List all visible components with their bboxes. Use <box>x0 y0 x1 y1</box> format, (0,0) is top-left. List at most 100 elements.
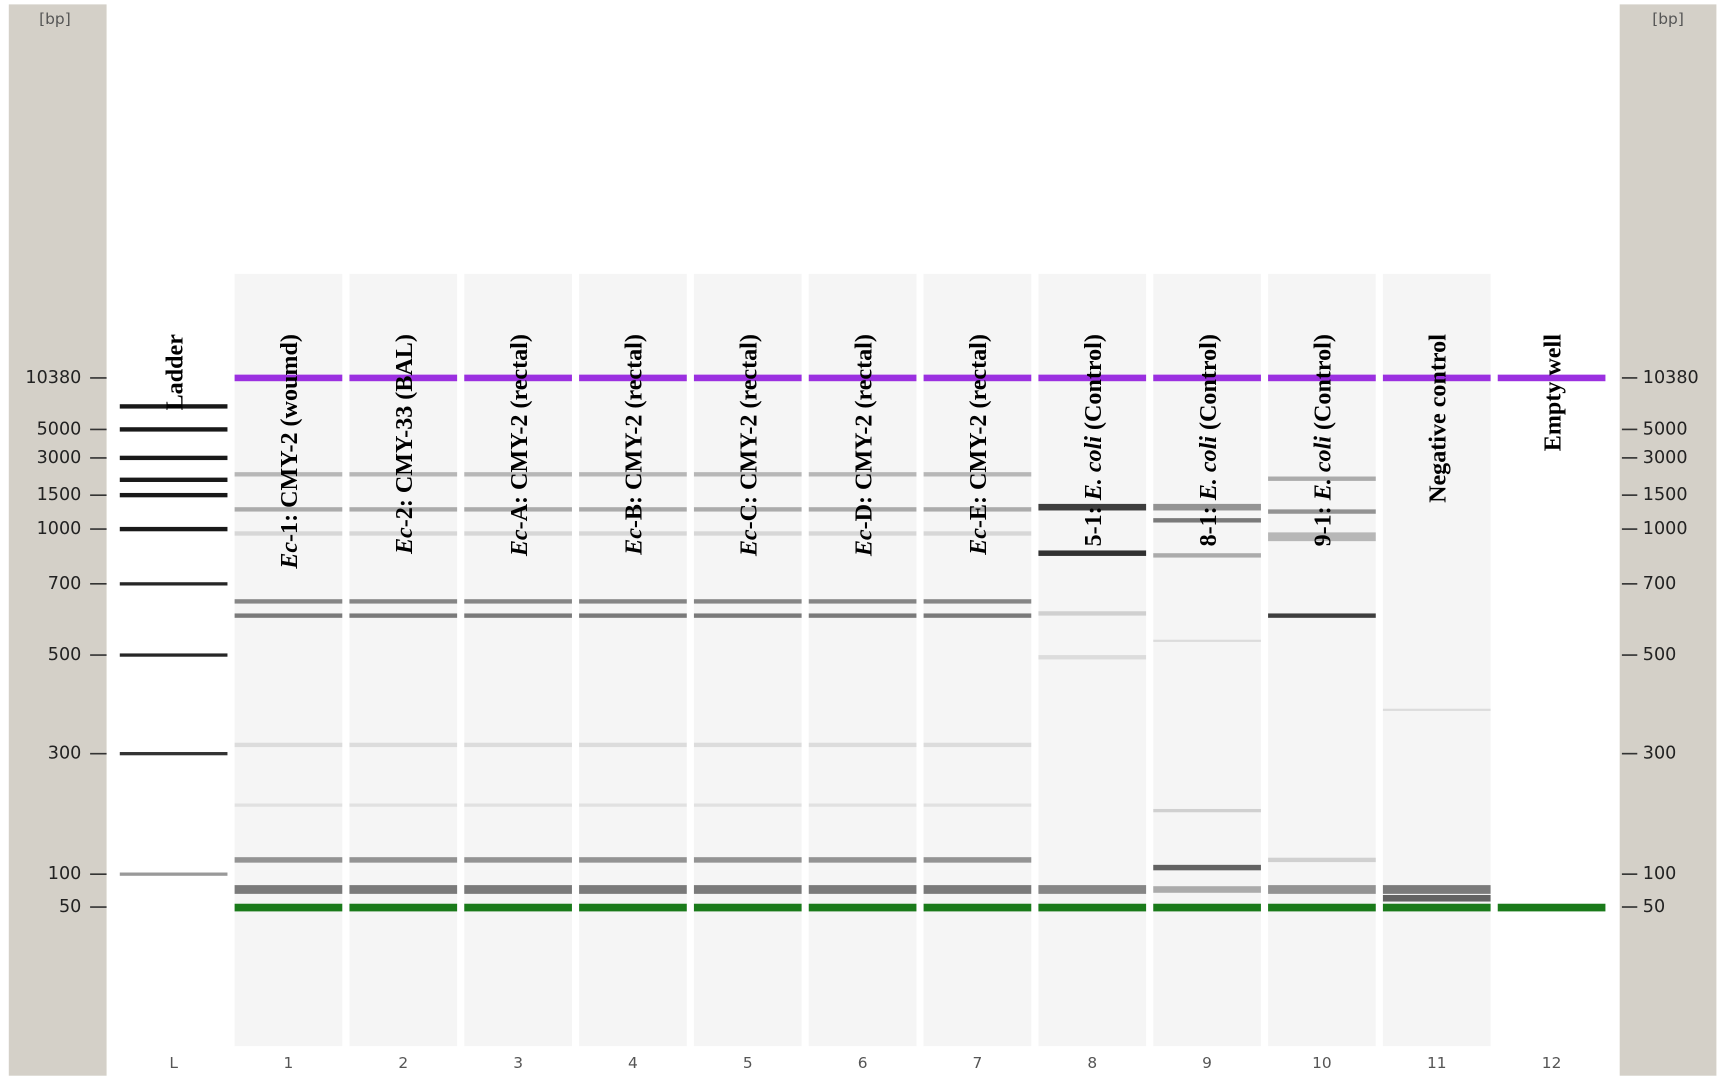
band <box>120 427 228 431</box>
tick-label: 3000 <box>1643 448 1688 468</box>
band <box>579 803 687 806</box>
band <box>809 743 917 747</box>
lower-marker-band <box>235 904 343 912</box>
band <box>1038 611 1146 615</box>
band <box>694 599 802 603</box>
band <box>809 803 917 806</box>
band <box>120 752 228 755</box>
tick-label: 500 <box>48 645 82 665</box>
lane-number: 12 <box>1542 1054 1562 1072</box>
lane-label-part: -E: CMY-2 (rectal) <box>965 334 992 528</box>
tick-label: 5000 <box>37 419 82 439</box>
lane-label-part: 8-1: <box>1195 500 1222 546</box>
lane-label-part: (Control) <box>1195 334 1222 436</box>
lane-label-part: -A: CMY-2 (rectal) <box>506 334 533 529</box>
band <box>120 478 228 482</box>
band <box>924 885 1032 894</box>
band <box>1038 655 1146 659</box>
lane-number: 3 <box>513 1054 523 1072</box>
lane-label: Ec-A: CMY-2 (rectal) <box>506 334 533 557</box>
lower-marker-band <box>579 904 687 912</box>
band <box>349 743 457 747</box>
band <box>464 857 572 862</box>
lane-number: 5 <box>743 1054 753 1072</box>
band <box>579 885 687 894</box>
lane-label-part: Ec <box>276 542 303 570</box>
band <box>349 885 457 894</box>
band <box>1383 709 1491 711</box>
tick-label: 500 <box>1643 645 1677 665</box>
lane-label-part: Ec <box>506 529 533 557</box>
tick-label: 1500 <box>1643 485 1688 505</box>
lane-number: 11 <box>1427 1054 1447 1072</box>
lane-label: Empty well <box>1539 334 1566 451</box>
band <box>809 599 917 603</box>
lower-marker-band <box>1153 904 1261 912</box>
band <box>924 743 1032 747</box>
lane-label: Ec-D: CMY-2 (rectal) <box>850 334 877 557</box>
lane-number: 8 <box>1087 1054 1097 1072</box>
band <box>579 857 687 862</box>
band <box>809 857 917 862</box>
lane-label: Negative control <box>1425 334 1452 503</box>
tick-label: 1000 <box>37 519 82 539</box>
band <box>1268 858 1376 862</box>
band <box>1153 640 1261 642</box>
band <box>349 599 457 603</box>
lane-label: 5-1: E. coli (Control) <box>1080 334 1107 546</box>
band <box>120 493 228 497</box>
band <box>579 743 687 747</box>
band <box>1038 550 1146 555</box>
band <box>694 885 802 894</box>
band <box>1153 809 1261 812</box>
lane-label-part: (Control) <box>1080 334 1107 436</box>
tick-label: 50 <box>1643 897 1665 917</box>
tick-label: 50 <box>59 897 81 917</box>
lane-label: Ec-2: CMY-33 (BAL) <box>391 334 418 555</box>
band <box>349 613 457 617</box>
band <box>924 857 1032 862</box>
tick-label: 100 <box>48 864 82 884</box>
page: {"unit_label":"[bp]", "markers":[10380,5… <box>0 0 1723 1079</box>
lane-number: 6 <box>858 1054 868 1072</box>
unit-label: [bp] <box>39 10 71 28</box>
lane-label-part: Ec <box>850 529 877 557</box>
lower-marker-band <box>809 904 917 912</box>
band <box>464 885 572 894</box>
band <box>120 582 228 585</box>
lower-marker-band <box>1383 904 1491 912</box>
tick-label: 1500 <box>37 485 82 505</box>
lane-number: 1 <box>284 1054 294 1072</box>
lane-label-part: (Control) <box>1310 334 1337 436</box>
band <box>120 456 228 460</box>
unit-label: [bp] <box>1652 10 1684 28</box>
band <box>809 885 917 894</box>
lane-label-part: Ec <box>621 528 648 556</box>
lane-label-part: 5-1: <box>1080 500 1107 546</box>
band <box>924 599 1032 603</box>
band <box>1153 886 1261 893</box>
lane-label: Ec-C: CMY-2 (rectal) <box>736 334 763 557</box>
lane-label-part: -2: CMY-33 (BAL) <box>391 334 418 527</box>
band <box>120 873 228 876</box>
tick-label: 10380 <box>1643 368 1699 388</box>
lane-label-part: Ec <box>965 528 992 556</box>
lower-marker-band <box>1498 904 1606 912</box>
band <box>120 527 228 531</box>
band <box>235 743 343 747</box>
lower-marker-band <box>1038 904 1146 912</box>
lane-label: 9-1: E. coli (Control) <box>1310 334 1337 546</box>
tick-label: 700 <box>48 574 82 594</box>
lower-marker-band <box>924 904 1032 912</box>
band <box>694 743 802 747</box>
lane-number: L <box>169 1054 178 1072</box>
lane-label-part: Ec <box>736 529 763 557</box>
band <box>1383 895 1491 902</box>
tick-label: 300 <box>48 744 82 764</box>
lane-label-part: Ec <box>391 527 418 555</box>
lane-number: 10 <box>1312 1054 1332 1072</box>
band <box>809 613 917 617</box>
band <box>349 857 457 862</box>
band <box>235 885 343 894</box>
lane-label: Ladder <box>161 334 188 411</box>
